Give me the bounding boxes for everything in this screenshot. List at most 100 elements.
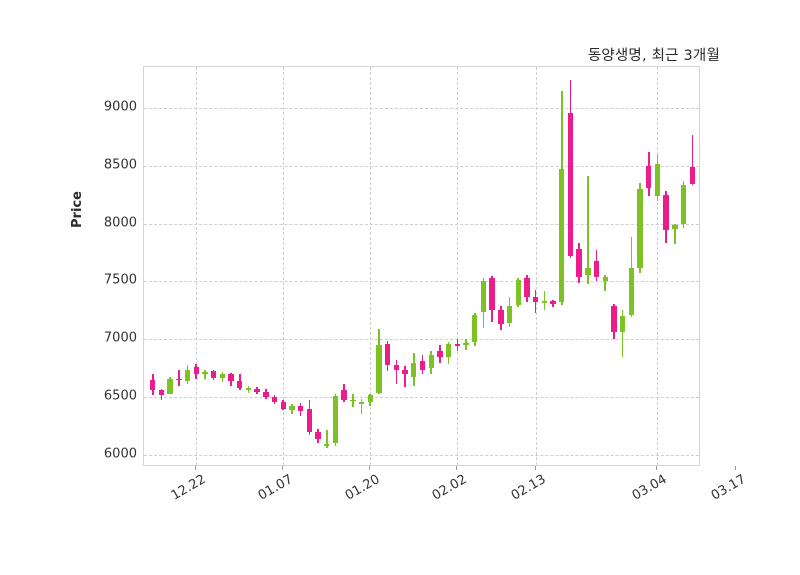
chart-title: 동양생명, 최근 3개월: [587, 48, 720, 64]
candle-body: [602, 276, 608, 282]
candle-body: [654, 164, 661, 196]
candle-body: [567, 113, 574, 256]
gridline-horizontal: [144, 223, 699, 225]
gridline-horizontal: [144, 165, 699, 167]
candle-wick: [178, 369, 180, 386]
candle-body: [576, 249, 582, 277]
candle-body: [150, 380, 156, 391]
gridline-vertical: [196, 67, 198, 465]
candle-body: [689, 166, 695, 185]
candle-wick: [674, 223, 676, 245]
candle-body: [559, 169, 565, 303]
candle-wick: [691, 135, 694, 186]
gridline-vertical: [657, 67, 659, 465]
candle-wick: [543, 290, 546, 311]
y-axis-tick-label: 8000: [103, 215, 137, 231]
x-axis-tick-label: 02.13: [508, 472, 549, 504]
x-axis-tick-mark: [282, 466, 284, 470]
gridline-vertical: [457, 67, 459, 465]
gridline-horizontal: [144, 281, 699, 283]
gridline-vertical: [283, 67, 285, 465]
candle-body: [419, 361, 426, 370]
candle-body: [498, 310, 504, 325]
candle-body: [428, 354, 434, 369]
candle-body: [350, 399, 356, 402]
x-axis-tick-label: 03.04: [630, 472, 670, 504]
candle-body: [463, 342, 469, 346]
candle-body: [324, 443, 330, 447]
gridline-horizontal: [144, 339, 699, 341]
candle-body: [454, 344, 460, 346]
candle-wick: [325, 429, 328, 449]
candle-body: [550, 301, 556, 304]
candle-body: [245, 388, 252, 390]
candle-body: [593, 260, 600, 277]
candle-body: [358, 402, 365, 404]
candle-body: [332, 396, 339, 443]
candle-body: [193, 367, 199, 375]
candle-body: [680, 185, 687, 224]
candle-body: [271, 397, 278, 403]
y-axis-tick-label: 6000: [103, 446, 137, 462]
candle-wick: [360, 398, 363, 414]
gridline-vertical: [535, 67, 537, 465]
candle-body: [176, 378, 182, 381]
x-axis-ticks: 12.22 01.07 01.20 02.02 02.13 03.04 03.17: [143, 466, 748, 556]
candle-body: [167, 378, 173, 394]
x-axis-tick-mark: [534, 466, 536, 470]
candle-body: [611, 305, 617, 333]
x-axis-tick-mark: [656, 466, 658, 470]
candle-body: [393, 364, 400, 370]
x-axis-tick-label: 01.07: [256, 472, 296, 504]
candle-body: [289, 405, 295, 411]
candle-body: [280, 402, 286, 410]
candle-wick: [604, 274, 607, 291]
candle-body: [263, 391, 269, 398]
candle-body: [158, 390, 165, 396]
gridline-horizontal: [144, 397, 699, 399]
candle-body: [489, 278, 495, 311]
candle-body: [254, 389, 260, 392]
candle-body: [637, 188, 643, 268]
candle-body: [472, 315, 478, 342]
candle-body: [237, 381, 243, 389]
x-axis-tick-mark: [734, 466, 736, 470]
x-axis-tick-mark: [195, 466, 197, 470]
candle-body: [202, 371, 208, 375]
candle-body: [506, 305, 513, 324]
x-axis-tick-label: 12.22: [168, 472, 209, 504]
candle-body: [628, 267, 635, 316]
x-axis-tick-mark: [369, 466, 371, 470]
candle-body: [619, 316, 626, 333]
x-axis-tick-label: 01.20: [343, 472, 383, 504]
candle-wick: [404, 366, 406, 387]
y-axis-tick-label: 6500: [103, 388, 137, 404]
x-axis-tick-label: 02.02: [430, 472, 470, 504]
candle-body: [663, 194, 669, 231]
x-axis-tick-label: 03.17: [708, 472, 749, 504]
candle-wick: [621, 310, 624, 357]
gridline-horizontal: [144, 107, 699, 109]
candle-body: [367, 395, 373, 403]
candle-wick: [587, 175, 589, 284]
candle-body: [585, 267, 591, 275]
candle-body: [646, 165, 652, 188]
y-axis-tick-label: 7000: [103, 330, 137, 346]
candle-body: [297, 405, 304, 412]
candle-wick: [395, 360, 398, 384]
candle-body: [341, 390, 347, 400]
candle-body: [445, 344, 452, 357]
candle-body: [411, 362, 417, 377]
candle-body: [315, 432, 321, 440]
y-axis-tick-label: 8500: [103, 157, 137, 173]
candle-body: [480, 281, 487, 312]
candle-body: [541, 301, 548, 303]
candle-body: [376, 345, 382, 393]
candle-body: [228, 374, 234, 382]
candle-body: [402, 369, 408, 375]
candle-body: [210, 370, 217, 378]
candle-body: [515, 280, 521, 305]
candle-body: [524, 278, 530, 297]
y-axis-ticks: 6000 6500 7000 7500 8000 8500 9000: [75, 66, 137, 466]
